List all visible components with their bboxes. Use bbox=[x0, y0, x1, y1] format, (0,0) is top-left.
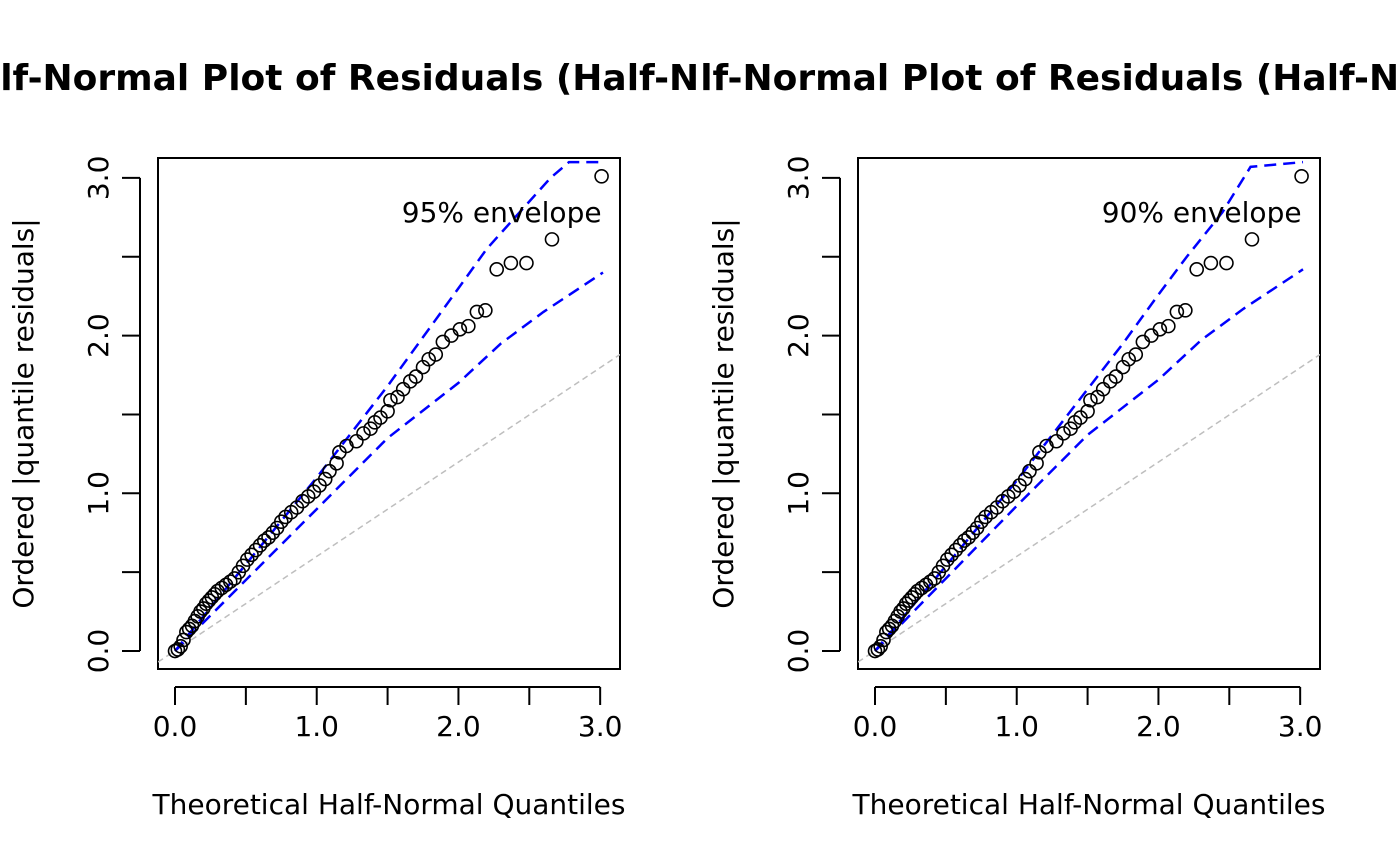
point bbox=[1189, 262, 1205, 277]
point bbox=[1080, 403, 1095, 419]
panel: Half-Normal Plot of Residuals (Half-Norm… bbox=[0, 58, 832, 821]
point bbox=[1102, 374, 1118, 389]
point bbox=[1161, 318, 1176, 334]
y-axis-label: Ordered |quantile residuals| bbox=[7, 218, 40, 608]
point bbox=[1056, 426, 1071, 441]
point bbox=[244, 547, 259, 563]
point bbox=[944, 547, 959, 563]
x-tick-label: 0.0 bbox=[853, 710, 898, 743]
point bbox=[1169, 304, 1185, 320]
point bbox=[383, 392, 398, 408]
point bbox=[265, 525, 281, 541]
point bbox=[956, 533, 972, 548]
envelope-line bbox=[874, 160, 1304, 652]
annotation: 95% envelope bbox=[402, 196, 602, 229]
envelope-line bbox=[874, 268, 1304, 652]
point bbox=[1294, 168, 1309, 184]
point bbox=[1128, 347, 1144, 362]
x-tick-label: 1.0 bbox=[994, 710, 1039, 743]
point bbox=[402, 374, 418, 389]
point bbox=[594, 168, 609, 184]
envelope-line bbox=[174, 160, 603, 652]
x-axis-label: Theoretical Half-Normal Quantiles bbox=[152, 788, 626, 821]
x-tick-label: 3.0 bbox=[1278, 710, 1323, 743]
point bbox=[1017, 471, 1033, 487]
point bbox=[478, 303, 493, 318]
point bbox=[452, 321, 468, 337]
point bbox=[948, 542, 964, 558]
point bbox=[1108, 369, 1124, 384]
point bbox=[1121, 351, 1136, 367]
chart-title: Half-Normal Plot of Residuals (Half-Norm… bbox=[646, 58, 1400, 99]
point bbox=[300, 489, 316, 504]
y-tick-label: 3.0 bbox=[782, 156, 815, 201]
point bbox=[256, 533, 272, 548]
point bbox=[444, 328, 459, 343]
x-tick-label: 0.0 bbox=[153, 710, 198, 743]
point bbox=[317, 471, 333, 487]
point bbox=[503, 255, 519, 271]
point bbox=[380, 403, 395, 419]
y-tick-label: 3.0 bbox=[82, 156, 115, 201]
x-axis-label: Theoretical Half-Normal Quantiles bbox=[852, 788, 1326, 821]
y-tick-label: 2.0 bbox=[782, 313, 815, 358]
point bbox=[1029, 456, 1044, 471]
point bbox=[1144, 328, 1159, 343]
point bbox=[1152, 321, 1168, 337]
point bbox=[965, 525, 981, 541]
x-tick-label: 2.0 bbox=[1136, 710, 1181, 743]
point bbox=[356, 426, 371, 441]
point bbox=[252, 538, 268, 553]
point bbox=[428, 347, 444, 362]
point bbox=[1178, 303, 1193, 318]
point bbox=[1135, 334, 1151, 350]
y-axis-label: Ordered |quantile residuals| bbox=[707, 218, 740, 608]
point bbox=[261, 530, 276, 545]
point bbox=[239, 552, 255, 567]
point bbox=[461, 318, 476, 334]
point bbox=[435, 334, 451, 350]
point bbox=[519, 255, 534, 271]
chart-title: Half-Normal Plot of Residuals (Half-Norm… bbox=[0, 58, 832, 99]
plot-frame bbox=[157, 157, 621, 670]
panel: Half-Normal Plot of Residuals (Half-Norm… bbox=[646, 58, 1400, 821]
point bbox=[248, 542, 264, 558]
point bbox=[544, 232, 560, 247]
point bbox=[1219, 255, 1234, 271]
point bbox=[222, 574, 238, 589]
reference-line bbox=[158, 353, 620, 663]
annotation: 90% envelope bbox=[1102, 196, 1302, 229]
y-tick-label: 1.0 bbox=[82, 471, 115, 516]
plot-frame bbox=[857, 157, 1321, 670]
point bbox=[408, 369, 424, 384]
point bbox=[469, 304, 485, 320]
point bbox=[922, 574, 938, 589]
reference-line bbox=[858, 353, 1320, 663]
plot-area: 90% envelope bbox=[858, 160, 1320, 663]
point bbox=[952, 538, 968, 553]
envelope-line bbox=[174, 271, 604, 652]
point bbox=[973, 514, 989, 529]
y-tick-label: 1.0 bbox=[782, 471, 815, 516]
point bbox=[283, 504, 299, 520]
point bbox=[273, 514, 289, 529]
point bbox=[489, 262, 505, 277]
y-tick-label: 0.0 bbox=[782, 629, 815, 674]
y-tick-label: 2.0 bbox=[82, 313, 115, 358]
point bbox=[1083, 392, 1098, 408]
x-tick-label: 1.0 bbox=[294, 710, 339, 743]
point bbox=[322, 463, 337, 479]
y-tick-label: 0.0 bbox=[82, 629, 115, 674]
point bbox=[939, 552, 955, 567]
point bbox=[329, 456, 344, 471]
point bbox=[421, 351, 436, 367]
point bbox=[1203, 255, 1219, 271]
plot-area: 95% envelope bbox=[158, 160, 620, 663]
point bbox=[961, 530, 976, 545]
point bbox=[1244, 232, 1260, 247]
x-tick-label: 2.0 bbox=[436, 710, 481, 743]
x-tick-label: 3.0 bbox=[578, 710, 623, 743]
